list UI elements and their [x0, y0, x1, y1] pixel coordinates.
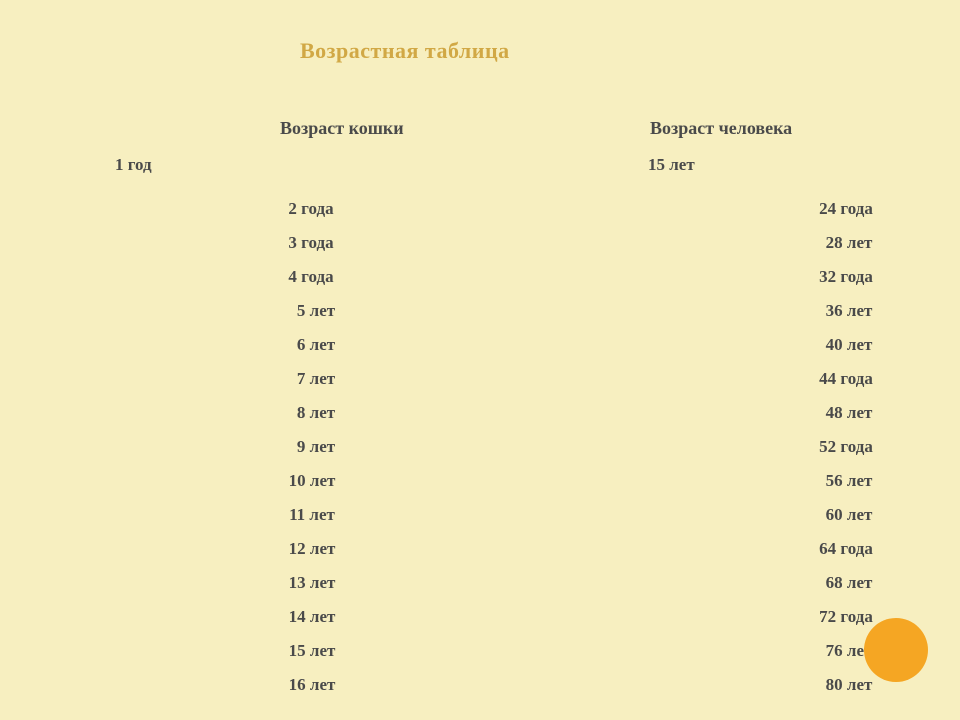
cell-cat-age: 8 лет [266, 403, 366, 423]
cell-cat-age: 12 лет [262, 539, 362, 559]
cell-cat-age: 16 лет [262, 675, 362, 695]
cell-cat-age: 14 лет [262, 607, 362, 627]
table-row: 16 лет80 лет [0, 668, 960, 702]
table-row: 15 лет76 лет [0, 634, 960, 668]
circle-decoration [864, 618, 928, 682]
cell-human-age: 24 года [786, 199, 906, 219]
table-row: 9 лет 52 года [0, 430, 960, 464]
slide-title: Возрастная таблица [300, 38, 510, 64]
cell-human-age: 52 года [786, 437, 906, 457]
cell-cat-age: 9 лет [266, 437, 366, 457]
cell-cat-age: 4 года [261, 267, 361, 287]
cell-human-age: 32 года [786, 267, 906, 287]
cell-cat-age: 2 года [261, 199, 361, 219]
cell-human-age: 56 лет [789, 471, 909, 491]
first-row-human: 15 лет [648, 155, 695, 175]
cell-human-age: 40 лет [789, 335, 909, 355]
cell-cat-age: 11 лет [262, 505, 362, 525]
slide-container: Возрастная таблица Возраст кошки Возраст… [0, 0, 960, 720]
cell-cat-age: 7 лет [266, 369, 366, 389]
table-row: 8 лет 48 лет [0, 396, 960, 430]
cell-cat-age: 5 лет [266, 301, 366, 321]
cell-cat-age: 13 лет [262, 573, 362, 593]
table-row: 11 лет 60 лет [0, 498, 960, 532]
table-row: 4 года 32 года [0, 260, 960, 294]
cell-cat-age: 3 года [261, 233, 361, 253]
cell-human-age: 48 лет [789, 403, 909, 423]
cell-human-age: 44 года [786, 369, 906, 389]
cell-human-age: 36 лет [789, 301, 909, 321]
cell-cat-age: 10 лет [262, 471, 362, 491]
table-row: 3 года 28 лет [0, 226, 960, 260]
column-header-human: Возраст человека [650, 118, 792, 139]
data-rows-container: 2 года 24 года 3 года 28 лет 4 года 32 года 5 … [0, 192, 960, 702]
cell-human-age: 60 лет [789, 505, 909, 525]
table-row: 13 лет 68 лет [0, 566, 960, 600]
table-row: 5 лет 36 лет [0, 294, 960, 328]
cell-human-age: 68 лет [789, 573, 909, 593]
table-row: 7 лет 44 года [0, 362, 960, 396]
cell-human-age: 64 года [786, 539, 906, 559]
table-row: 10 лет 56 лет [0, 464, 960, 498]
table-row: 12 лет 64 года [0, 532, 960, 566]
table-row: 2 года 24 года [0, 192, 960, 226]
table-row: 14 лет72 года [0, 600, 960, 634]
cell-cat-age: 6 лет [266, 335, 366, 355]
first-row-cat: 1 год [115, 155, 152, 175]
cell-cat-age: 15 лет [262, 641, 362, 661]
cell-human-age: 28 лет [789, 233, 909, 253]
column-header-cat: Возраст кошки [280, 118, 404, 139]
table-row: 6 лет 40 лет [0, 328, 960, 362]
